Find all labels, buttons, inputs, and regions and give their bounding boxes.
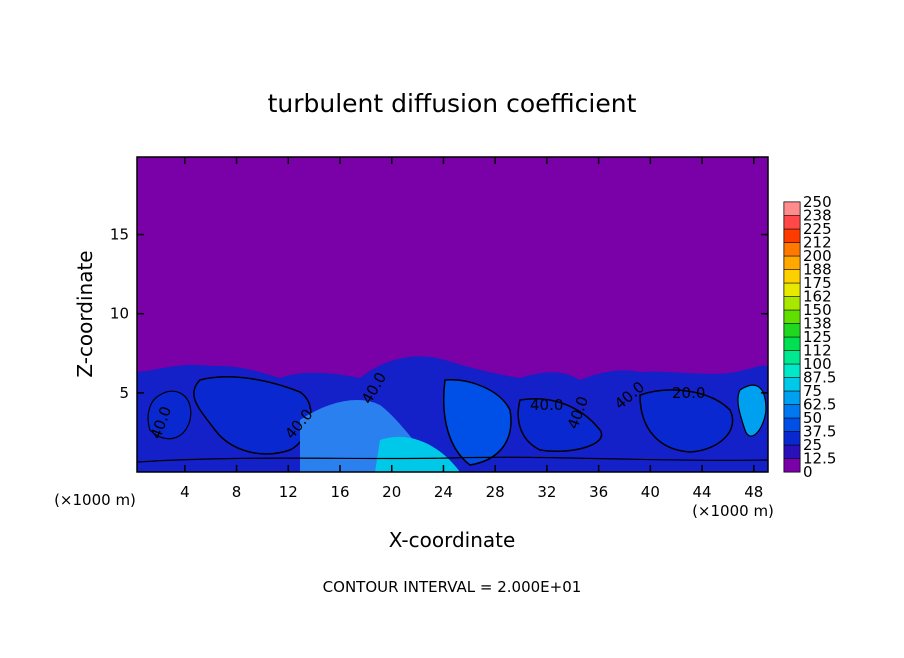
colorbar-label: 138 <box>803 315 832 333</box>
eddy <box>147 390 192 440</box>
x-tick-label: 32 <box>537 483 556 501</box>
eddy <box>443 379 512 466</box>
colorbar-band <box>783 350 801 365</box>
colorbar-band <box>783 417 801 432</box>
colorbar-band <box>783 215 801 230</box>
colorbar-label: 125 <box>803 328 832 346</box>
colorbar-label: 238 <box>803 207 832 225</box>
x-tick-label: 28 <box>486 483 505 501</box>
colorbar-label: 212 <box>803 234 832 252</box>
colorbar-band <box>783 390 801 405</box>
colorbar-band <box>783 323 801 338</box>
colorbar-label: 62.5 <box>803 396 836 414</box>
field <box>136 157 769 472</box>
colorbar-label: 37.5 <box>803 423 836 441</box>
x-tick-label: 16 <box>330 483 349 501</box>
x-tick-label: 4 <box>180 483 190 501</box>
colorbar-band <box>783 431 801 446</box>
x-tick-label: 8 <box>232 483 242 501</box>
colorbar-band <box>783 282 801 297</box>
x-tick-label: 36 <box>589 483 608 501</box>
eddy <box>517 398 603 453</box>
colorbar-label: 75 <box>803 382 822 400</box>
colorbar-band <box>783 404 801 419</box>
colorbar-band <box>783 296 801 311</box>
x-tick-label: 40 <box>641 483 660 501</box>
x-tick-label: 20 <box>382 483 401 501</box>
contour-line <box>136 456 769 463</box>
x-tick-label: 12 <box>279 483 298 501</box>
eddy <box>639 389 734 453</box>
eddy <box>193 376 312 455</box>
x-unit-label: (×1000 m) <box>692 502 774 520</box>
y-tick-label: 15 <box>110 226 129 244</box>
y-unit-label: (×1000 m) <box>54 491 136 509</box>
plot-frame <box>136 156 769 473</box>
colorbar-label: 50 <box>803 409 822 427</box>
colorbar-label: 188 <box>803 261 832 279</box>
colorbar-label: 87.5 <box>803 369 836 387</box>
x-tick-label: 24 <box>434 483 453 501</box>
eddy <box>737 384 767 437</box>
colorbar-band <box>783 309 801 324</box>
colorbar-label: 100 <box>803 355 832 373</box>
contour-label: 40.0 <box>530 396 563 414</box>
eddy <box>375 436 460 472</box>
colorbar-label: 250 <box>803 193 832 211</box>
chart-title: turbulent diffusion coefficient <box>268 89 637 118</box>
colorbar-label: 0 <box>803 463 813 481</box>
colorbar-band <box>783 269 801 284</box>
x-tick-label: 44 <box>693 483 712 501</box>
colorbar-band <box>783 201 801 216</box>
colorbar-band <box>783 255 801 270</box>
colorbar-band <box>783 336 801 351</box>
colorbar-label: 112 <box>803 342 832 360</box>
y-tick-label: 10 <box>110 305 129 323</box>
colorbar-band <box>783 242 801 257</box>
colorbar-band <box>783 228 801 243</box>
colorbar-band <box>783 444 801 459</box>
x-axis-label: X-coordinate <box>389 528 516 552</box>
x-tick-label: 48 <box>744 483 763 501</box>
colorbar-label: 162 <box>803 288 832 306</box>
colorbar-band <box>783 458 801 473</box>
colorbar-band <box>783 377 801 392</box>
contour-label: 20.0 <box>672 384 705 402</box>
colorbar-label: 200 <box>803 247 832 265</box>
y-tick-label: 5 <box>119 384 129 402</box>
footer: CONTOUR INTERVAL = 2.000E+01 <box>323 578 582 596</box>
y-axis-label: Z-coordinate <box>73 250 97 377</box>
colorbar-label: 150 <box>803 301 832 319</box>
colorbar-band <box>783 363 801 378</box>
colorbar-label: 25 <box>803 436 822 454</box>
colorbar-label: 225 <box>803 220 832 238</box>
colorbar-label: 12.5 <box>803 450 836 468</box>
colorbar-label: 175 <box>803 274 832 292</box>
